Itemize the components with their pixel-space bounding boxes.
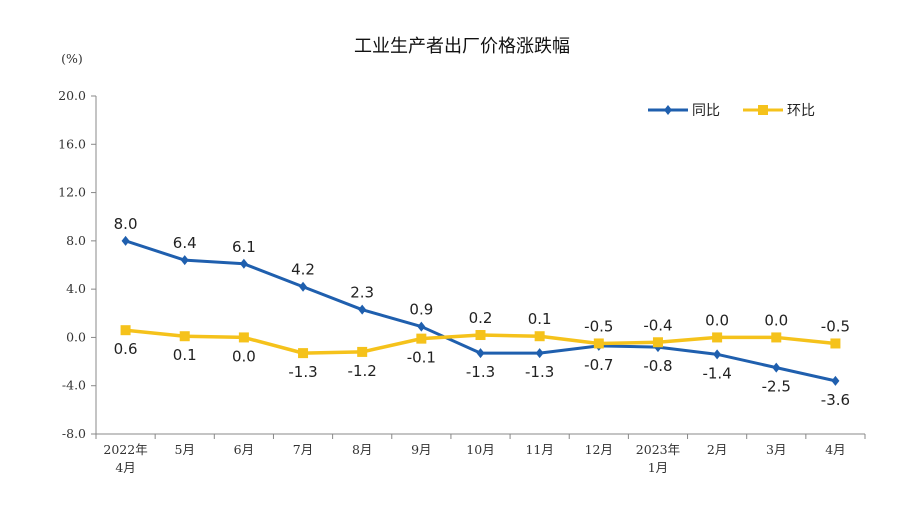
legend-label: 环比 xyxy=(787,103,815,119)
data-label-mom: -0.4 xyxy=(643,316,672,334)
legend-marker-yoy xyxy=(664,105,672,115)
data-label-yoy: 6.1 xyxy=(232,238,256,256)
x-tick-label: 12月 xyxy=(585,442,613,457)
data-label-mom: 0.0 xyxy=(705,311,729,329)
data-point-yoy xyxy=(831,375,840,386)
data-label-mom: 0.1 xyxy=(173,346,197,364)
data-label-yoy: 6.4 xyxy=(173,234,197,252)
data-label-yoy: -3.6 xyxy=(821,391,850,409)
data-point-yoy xyxy=(476,348,485,359)
data-point-mom xyxy=(771,332,782,343)
data-point-yoy xyxy=(299,281,308,292)
data-label-mom: 0.0 xyxy=(764,311,788,329)
data-point-yoy xyxy=(121,235,130,246)
x-tick-label: 3月 xyxy=(766,442,786,457)
data-label-yoy: 2.3 xyxy=(350,284,374,302)
axes: 20.0 16.0 12.0 8.0 4.0 0.0 -4.0 -8.0 2022年 4月 5月 6月… xyxy=(58,88,866,475)
y-tick-label: 4.0 xyxy=(66,281,86,296)
data-point-mom xyxy=(179,331,190,342)
data-label-mom: 0.2 xyxy=(469,309,493,327)
x-tick-label: 4月 xyxy=(115,460,135,475)
data-labels: 8.0 0.6 6.4 0.1 6.1 0.0 4.2 -1.3 2.3 -1.2 0.9 -0.1 -… xyxy=(114,215,850,409)
data-point-mom xyxy=(712,332,723,343)
x-tick-label: 8月 xyxy=(352,442,372,457)
data-label-mom: -1.3 xyxy=(288,363,317,381)
x-tick-label: 9月 xyxy=(411,442,431,457)
x-tick-label: 1月 xyxy=(648,460,668,475)
data-label-yoy: -1.3 xyxy=(466,363,495,381)
data-label-mom: -0.5 xyxy=(821,317,850,335)
data-label-mom: 0.6 xyxy=(114,340,138,358)
data-label-mom: -0.1 xyxy=(407,349,436,367)
y-tick-label: 12.0 xyxy=(58,185,86,200)
data-label-yoy: -1.4 xyxy=(702,364,731,382)
data-label-yoy: -0.8 xyxy=(643,357,672,375)
x-tick-label: 10月 xyxy=(466,442,494,457)
series-layer xyxy=(120,235,841,386)
chart-title: 工业生产者出厂价格涨跌幅 xyxy=(354,36,570,57)
data-point-yoy xyxy=(772,362,781,373)
data-point-mom xyxy=(475,330,486,341)
data-label-mom: 0.1 xyxy=(528,310,552,328)
data-label-yoy: -2.5 xyxy=(762,378,791,396)
x-tick-label: 5月 xyxy=(175,442,195,457)
data-point-yoy xyxy=(180,255,189,266)
data-label-yoy: 8.0 xyxy=(114,215,138,233)
data-label-yoy: -0.7 xyxy=(584,356,613,374)
data-label-yoy: 0.9 xyxy=(409,301,433,319)
x-tick-label: 4月 xyxy=(825,442,845,457)
data-point-mom xyxy=(534,331,545,342)
legend-marker-mom xyxy=(758,105,768,115)
data-point-mom xyxy=(652,337,663,348)
data-label-mom: -0.5 xyxy=(584,317,613,335)
data-point-yoy xyxy=(417,321,426,332)
data-point-mom xyxy=(298,348,309,359)
x-tick-label: 2022年 xyxy=(103,442,147,457)
data-label-mom: 0.0 xyxy=(232,347,256,365)
data-point-mom xyxy=(830,338,841,349)
y-axis-unit: (%) xyxy=(61,51,83,66)
legend-label: 同比 xyxy=(692,103,720,119)
data-label-yoy: -1.3 xyxy=(525,363,554,381)
y-tick-label: 20.0 xyxy=(58,88,86,103)
x-tick-label: 11月 xyxy=(525,442,553,457)
x-tick-label: 2023年 xyxy=(636,442,680,457)
y-tick-label: -8.0 xyxy=(62,426,86,441)
y-tick-label: 8.0 xyxy=(66,233,86,248)
y-tick-label: 0.0 xyxy=(66,329,86,344)
data-label-mom: -1.2 xyxy=(348,362,377,380)
data-point-mom xyxy=(238,332,249,343)
data-point-yoy xyxy=(239,258,248,269)
data-point-yoy xyxy=(713,349,722,360)
data-point-mom xyxy=(120,325,131,336)
data-point-mom xyxy=(357,346,368,357)
x-tick-label: 6月 xyxy=(234,442,254,457)
data-point-yoy xyxy=(358,304,367,315)
data-point-yoy xyxy=(535,348,544,359)
data-point-mom xyxy=(416,333,427,344)
x-tick-label: 2月 xyxy=(707,442,727,457)
data-point-mom xyxy=(593,338,604,349)
y-tick-label: 16.0 xyxy=(58,136,86,151)
x-tick-label: 7月 xyxy=(293,442,313,457)
y-tick-label: -4.0 xyxy=(62,378,86,393)
data-label-yoy: 4.2 xyxy=(291,261,315,279)
legend: 同比 环比 xyxy=(648,103,815,119)
